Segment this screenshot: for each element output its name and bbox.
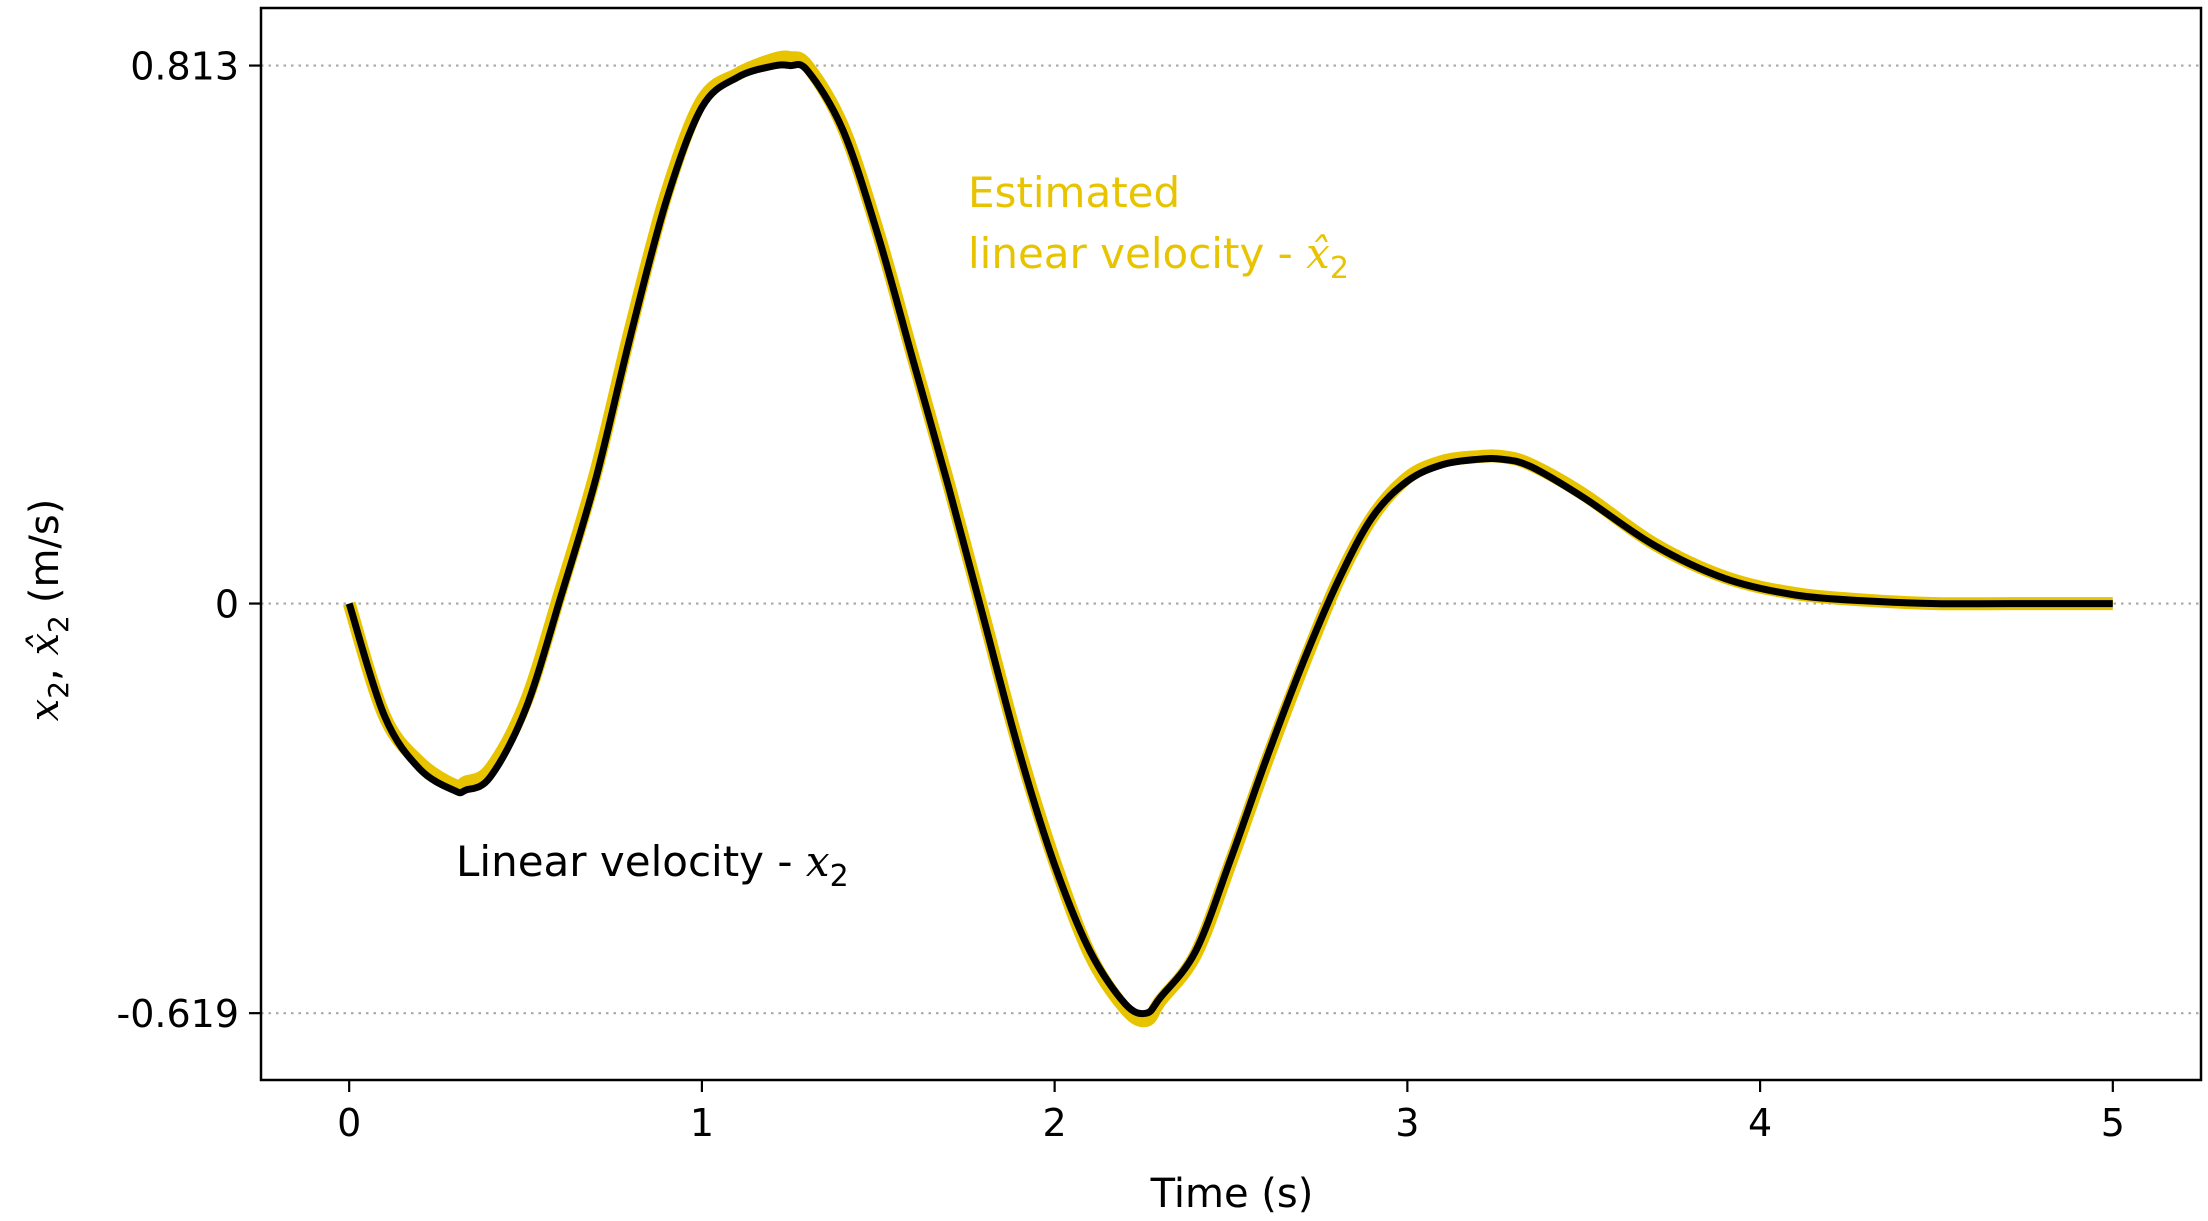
- series-lines: [342, 50, 2113, 1028]
- x-tick-label-5: 5: [2101, 1101, 2125, 1145]
- x-tick-label-3: 3: [1395, 1101, 1419, 1145]
- y-label-sub2: 2: [42, 615, 75, 633]
- x-tick-label-1: 1: [690, 1101, 714, 1145]
- annotation-true-var: x: [806, 837, 830, 886]
- grid-lines: [261, 64, 2201, 1015]
- y-label-unit: (m/s): [22, 499, 68, 604]
- x-tick-label-2: 2: [1043, 1101, 1067, 1145]
- y-tick-label-1: 0: [215, 583, 239, 627]
- annotation-estimated-var: x̂: [1306, 229, 1330, 278]
- annotation-estimated-text: linear velocity -: [968, 229, 1306, 278]
- x-tick-label-4: 4: [1748, 1101, 1772, 1145]
- y-label-var1: x: [22, 699, 68, 722]
- y-label-sub1: 2: [42, 681, 75, 699]
- x-axis-ticks: 0 1 2 3 4 5: [337, 1080, 2125, 1145]
- x-axis-label: Time (s): [1150, 1171, 1314, 1217]
- y-axis-ticks: -0.619 0 0.813: [117, 45, 261, 1036]
- plot-frame: [259, 6, 2203, 1082]
- annotation-true-sub: 2: [830, 859, 849, 894]
- y-label-sep: ,: [22, 656, 68, 681]
- y-tick-label-0: -0.619: [117, 992, 240, 1036]
- x-tick-label-0: 0: [337, 1101, 361, 1145]
- annotation-estimated-sub: 2: [1330, 251, 1349, 286]
- series-line-linear-velocity: [345, 60, 2113, 1018]
- y-label-var2: x̂: [22, 633, 68, 656]
- annotation-true-text: Linear velocity -: [456, 837, 806, 886]
- annotation-true: Linear velocity - x2: [456, 837, 849, 894]
- annotation-estimated-line2: linear velocity - x̂2: [968, 229, 1349, 286]
- y-tick-label-2: 0.813: [130, 45, 239, 89]
- annotation-estimated-line1: Estimated: [968, 168, 1180, 217]
- y-axis-label: x2, x̂2(m/s): [22, 499, 75, 722]
